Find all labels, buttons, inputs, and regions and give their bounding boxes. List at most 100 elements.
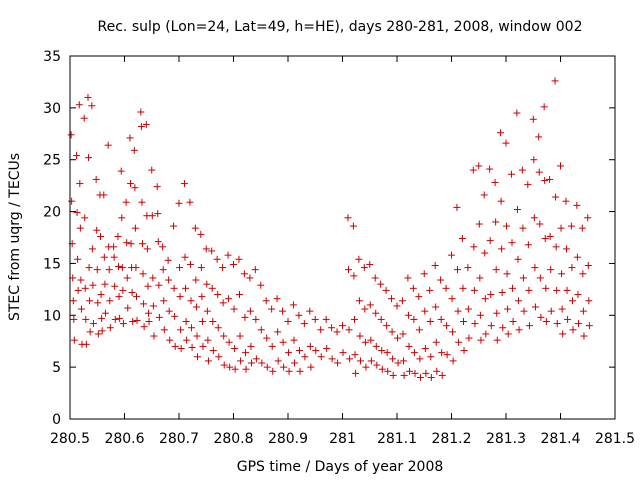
data-point (252, 355, 260, 363)
data-point (111, 315, 119, 323)
data-point (191, 224, 199, 232)
data-point (177, 326, 185, 334)
data-point (242, 365, 250, 373)
data-point (361, 338, 369, 346)
data-point (82, 315, 90, 323)
data-point (536, 274, 544, 282)
data-point (481, 295, 489, 303)
data-point (535, 133, 543, 141)
data-point (154, 210, 162, 218)
data-point (377, 315, 385, 323)
data-point (101, 280, 109, 288)
data-point (131, 224, 139, 232)
data-point (509, 284, 517, 292)
data-point (427, 353, 435, 361)
data-point (569, 326, 577, 334)
data-point (104, 141, 112, 149)
data-point (119, 286, 127, 294)
data-point (568, 297, 576, 305)
data-point (187, 297, 195, 305)
data-point (289, 301, 297, 309)
data-point (383, 322, 391, 330)
data-point (130, 146, 138, 154)
data-point (426, 318, 434, 326)
data-point (564, 315, 572, 323)
data-point (432, 303, 440, 311)
data-point (404, 311, 412, 319)
data-point (499, 324, 507, 332)
data-point (69, 297, 77, 305)
data-point (186, 260, 194, 268)
data-point (449, 328, 457, 336)
data-point (236, 332, 244, 340)
data-point (199, 342, 207, 350)
data-point (197, 230, 205, 238)
data-point (377, 280, 385, 288)
data-point (317, 353, 325, 361)
data-point (220, 361, 228, 369)
data-point (356, 357, 364, 365)
data-point (420, 270, 428, 278)
data-point (530, 156, 538, 164)
data-point (295, 311, 303, 319)
data-point (219, 264, 227, 272)
data-point (241, 313, 249, 321)
data-point (398, 297, 406, 305)
data-point (504, 330, 512, 338)
x-tick-label: 281.4 (540, 431, 580, 447)
data-point (132, 293, 140, 301)
data-point (568, 264, 576, 272)
data-point (553, 286, 561, 294)
data-point (449, 357, 457, 365)
data-point (145, 318, 153, 326)
data-point (579, 270, 587, 278)
data-point (492, 218, 500, 226)
data-point (279, 307, 287, 315)
data-point (140, 323, 148, 331)
data-point (119, 320, 127, 328)
data-point (252, 315, 260, 323)
data-point (67, 131, 75, 139)
data-point (410, 315, 418, 323)
data-point (247, 342, 255, 350)
data-point (339, 349, 347, 357)
data-point (399, 330, 407, 338)
x-tick-label: 280.7 (159, 431, 199, 447)
y-axis: 0 5 10 15 20 25 30 35 (43, 49, 615, 428)
data-point (176, 293, 184, 301)
data-point (373, 361, 381, 369)
data-point (89, 281, 97, 289)
data-point (448, 251, 455, 259)
data-point (171, 312, 179, 320)
data-point (186, 198, 194, 206)
data-point (552, 193, 560, 201)
data-point (459, 318, 467, 326)
data-point (579, 307, 587, 315)
data-point (231, 344, 239, 352)
data-point (124, 304, 132, 312)
data-point (219, 299, 227, 307)
data-point (525, 322, 533, 330)
data-point (74, 286, 82, 294)
data-point (322, 315, 330, 323)
x-tick-label: 281.1 (377, 431, 417, 447)
data-point (123, 239, 131, 247)
data-point (118, 264, 126, 272)
data-point (197, 264, 205, 272)
data-point (159, 266, 167, 274)
data-point (551, 77, 559, 85)
data-point (209, 347, 217, 355)
data-point (559, 330, 567, 338)
data-point (284, 318, 292, 326)
data-point (274, 328, 282, 336)
data-point (344, 266, 352, 274)
data-point (142, 120, 150, 128)
data-point (111, 282, 119, 290)
data-point (171, 342, 179, 350)
data-point (193, 332, 201, 340)
data-point (263, 363, 271, 371)
data-point (74, 255, 82, 263)
data-point (507, 170, 515, 178)
data-point (362, 363, 370, 371)
y-tick-label: 0 (52, 412, 61, 428)
